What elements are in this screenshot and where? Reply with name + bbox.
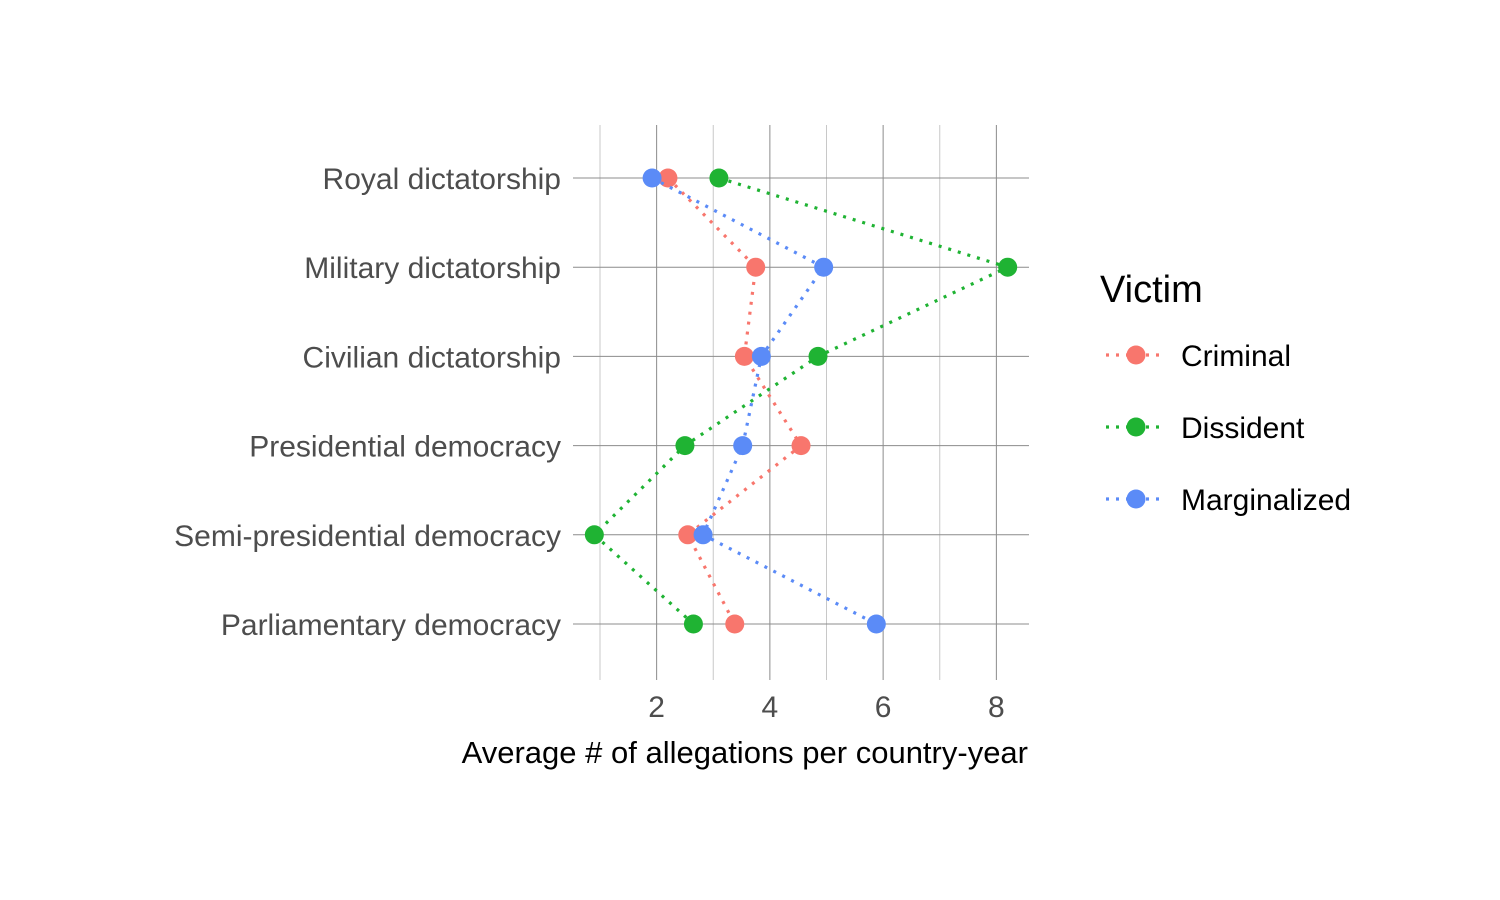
legend-title: Victim: [1100, 269, 1203, 311]
series-line: [651, 176, 878, 626]
data-point: [733, 436, 753, 456]
x-tick-label: 2: [648, 691, 665, 724]
category-label: Semi-presidential democracy: [174, 520, 561, 553]
legend-label: Criminal: [1181, 340, 1291, 373]
series-dissident: [584, 168, 1018, 634]
x-tick-label: 8: [988, 691, 1005, 724]
series-criminal: [658, 168, 811, 634]
legend-label: Marginalized: [1181, 484, 1351, 517]
grid-lines: [573, 125, 1029, 680]
data-point: [683, 614, 703, 634]
data-point: [678, 525, 698, 545]
series-layer: [584, 168, 1018, 634]
legend-item-dissident: Dissident: [1106, 412, 1305, 445]
legend-key-point: [1126, 489, 1146, 509]
data-point: [675, 436, 695, 456]
category-label: Civilian dictatorship: [303, 341, 561, 374]
legend: Victim Criminal Dissident Marginalized: [1100, 269, 1351, 517]
series-marginalized: [642, 168, 886, 634]
data-point: [725, 614, 745, 634]
data-point: [746, 257, 766, 277]
category-labels: Royal dictatorship Military dictatorship C…: [174, 163, 561, 642]
legend-key-point: [1126, 417, 1146, 437]
data-point: [751, 346, 771, 366]
data-point: [709, 168, 729, 188]
data-point: [814, 257, 834, 277]
x-tick-label: 6: [875, 691, 892, 724]
data-point: [642, 168, 662, 188]
x-tick-label: 4: [762, 691, 779, 724]
legend-label: Dissident: [1181, 412, 1305, 445]
category-label: Military dictatorship: [304, 252, 561, 285]
data-point: [734, 346, 754, 366]
category-label: Parliamentary democracy: [221, 609, 561, 642]
data-point: [998, 257, 1018, 277]
data-point: [584, 525, 604, 545]
x-axis-title: Average # of allegations per country-yea…: [462, 735, 1028, 770]
legend-item-criminal: Criminal: [1106, 340, 1291, 373]
series-line: [592, 176, 1013, 626]
category-label: Presidential democracy: [249, 431, 561, 464]
x-tick-labels: 2 4 6 8: [648, 691, 1004, 724]
category-label: Royal dictatorship: [323, 163, 561, 196]
data-point: [693, 525, 713, 545]
series-line: [666, 176, 804, 625]
data-point: [866, 614, 886, 634]
data-point: [808, 346, 828, 366]
data-point: [791, 436, 811, 456]
legend-item-marginalized: Marginalized: [1106, 484, 1351, 517]
legend-key-point: [1126, 345, 1146, 365]
